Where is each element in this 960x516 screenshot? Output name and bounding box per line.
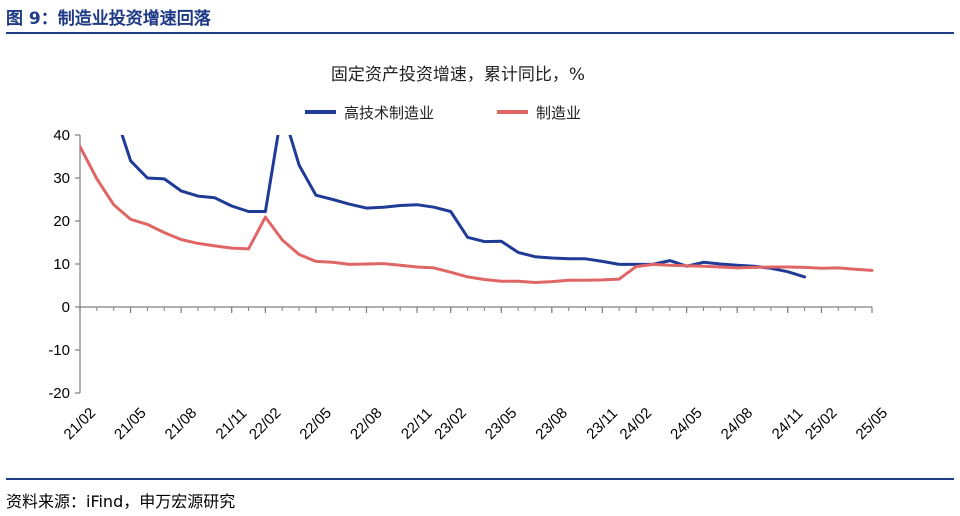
x-tick-label: 22/05 (296, 405, 335, 444)
line-chart: 固定资产投资增速，累计同比，% 高技术制造业 制造业 40 30 20 10 0 -10 -… (48, 65, 892, 444)
x-tick-label: 22/08 (347, 405, 386, 444)
y-tick-label: 30 (53, 170, 70, 187)
y-tick-label: -10 (48, 342, 70, 359)
x-tick-label: 23/08 (532, 405, 571, 444)
y-tick-label: 0 (62, 299, 70, 316)
series-layer (80, 135, 874, 284)
legend-label-high-tech: 高技术制造业 (344, 104, 434, 122)
x-tick-label: 25/05 (853, 405, 892, 444)
x-tick-label: 23/05 (482, 405, 521, 444)
y-tick-label: 20 (53, 213, 70, 230)
y-tick-label: -20 (48, 385, 70, 402)
x-tick-label: 22/02 (246, 405, 285, 444)
legend: 高技术制造业 制造业 (305, 104, 581, 122)
y-tick-label: 40 (53, 127, 70, 144)
x-tick-label: 21/08 (162, 405, 201, 444)
x-tick-label: 25/02 (802, 405, 841, 444)
x-tick-label: 21/11 (213, 405, 251, 443)
legend-label-manufacturing: 制造业 (536, 104, 581, 122)
x-tick-label: 23/02 (431, 405, 470, 444)
x-tick-label: 21/05 (111, 405, 150, 444)
x-tick-label: 23/11 (583, 405, 621, 443)
x-tick-label: 22/11 (398, 405, 436, 443)
series-line-manufacturing (80, 145, 874, 284)
y-tick-label: 10 (53, 256, 70, 273)
chart-title: 固定资产投资增速，累计同比，% (331, 65, 585, 85)
x-tick-label: 24/08 (718, 405, 757, 444)
x-tick-label: 21/02 (61, 405, 100, 444)
source-note: 资料来源：iFind，申万宏源研究 (6, 492, 236, 511)
x-tick-label: 24/11 (769, 405, 807, 443)
bottom-rule (6, 478, 954, 480)
y-axis: 40 30 20 10 0 -10 -20 (48, 127, 81, 402)
figure-title: 图 9：制造业投资增速回落 (6, 9, 211, 29)
x-tick-label: 24/02 (617, 405, 656, 444)
x-tick-label: 24/05 (667, 405, 706, 444)
top-rule (6, 32, 954, 34)
